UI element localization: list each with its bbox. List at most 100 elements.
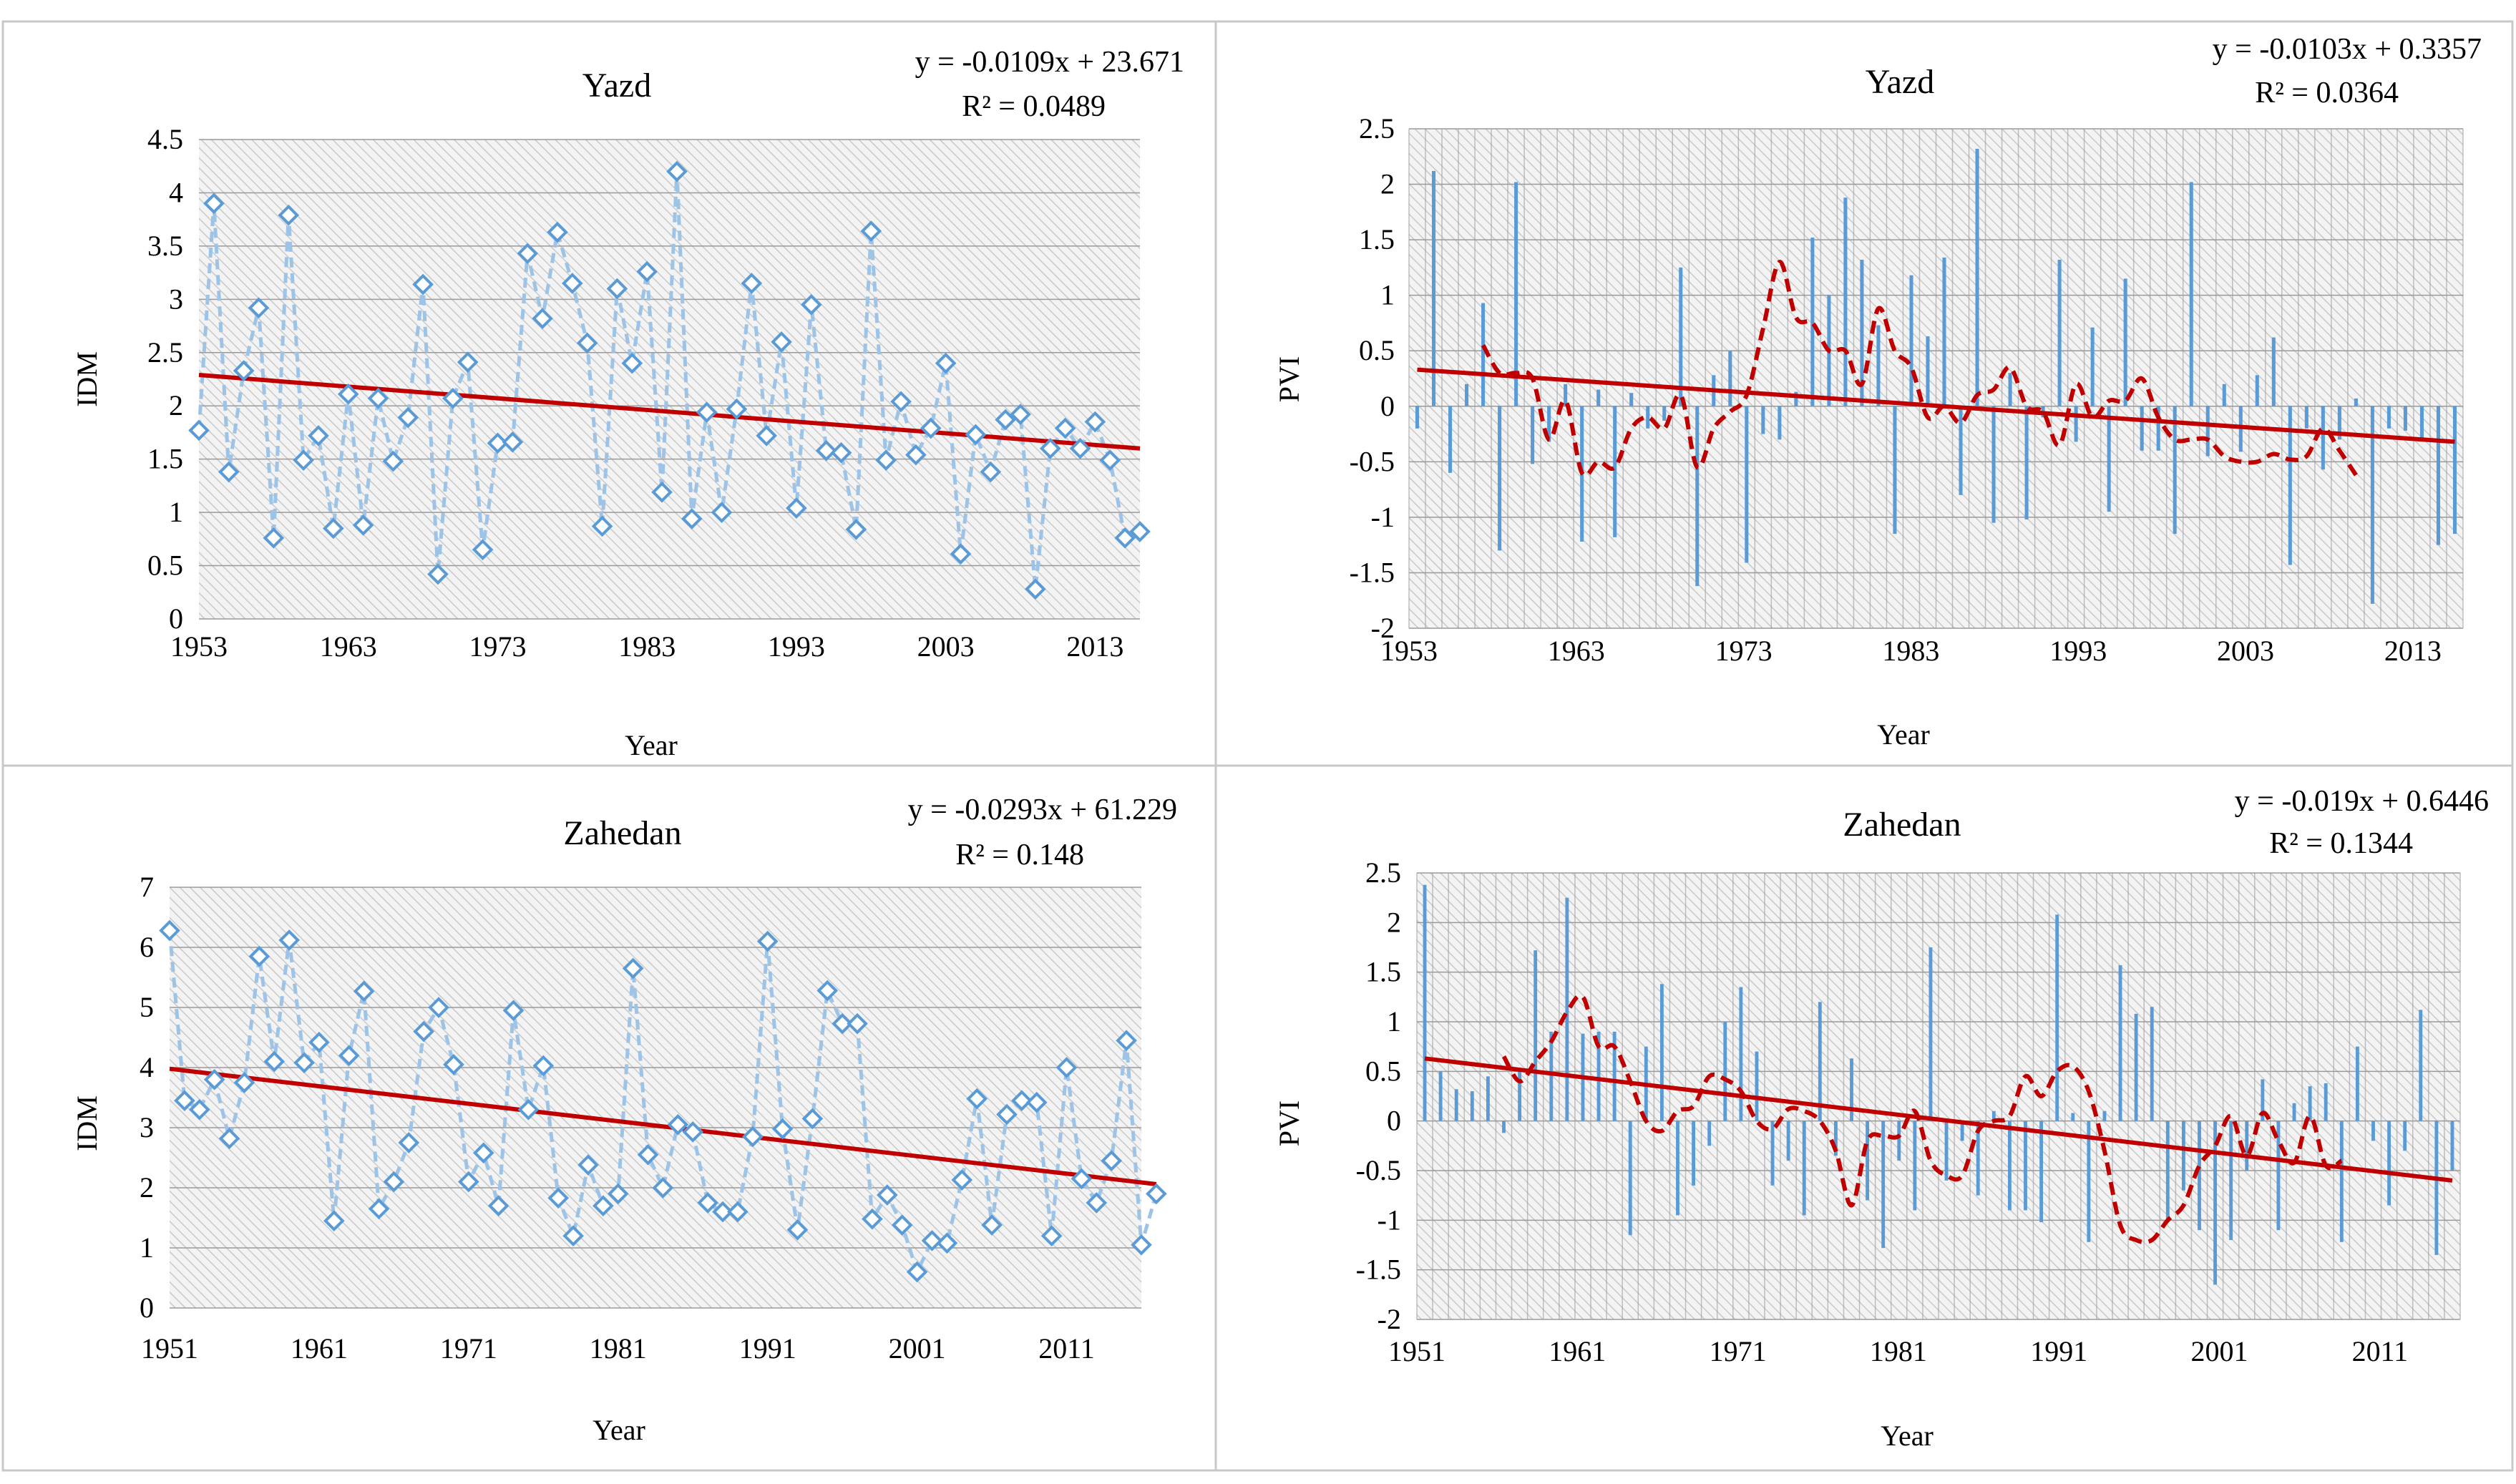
- x-tick-label: 1981: [1870, 1335, 1927, 1367]
- pvi-bar: [1975, 148, 1979, 406]
- y-tick-label: 2.5: [1359, 112, 1395, 145]
- idm-point: [368, 1198, 390, 1220]
- idm-point: [906, 1261, 928, 1283]
- y-tick-label: 6: [140, 931, 154, 963]
- pvi-bar: [1897, 1121, 1901, 1161]
- pvi-bar: [1926, 336, 1930, 406]
- idm-point: [233, 1072, 255, 1093]
- x-tick-label: 1991: [739, 1332, 796, 1365]
- moving-average-line: [1501, 993, 2343, 1245]
- idm-point: [1086, 1192, 1108, 1214]
- idm-point: [800, 293, 822, 316]
- trend-equation: y = -0.019x + 0.6446: [2235, 785, 2489, 818]
- pvi-bar: [1534, 950, 1538, 1121]
- plot-area: [170, 887, 1141, 1308]
- idm-point: [457, 351, 479, 374]
- x-tick-label: 2003: [917, 630, 975, 663]
- pvi-bar: [1628, 1121, 1632, 1236]
- chart-title: Zahedan: [563, 814, 681, 852]
- idm-point: [1025, 1091, 1048, 1113]
- trend-equation: y = -0.0109x + 23.671: [915, 46, 1184, 79]
- pvi-bar: [2189, 182, 2193, 406]
- chart-title: Zahedan: [1843, 806, 1961, 844]
- pvi-bar: [1866, 1121, 1870, 1201]
- series: [1417, 260, 2455, 478]
- y-tick-label: 3: [169, 283, 183, 315]
- pvi-bar: [1802, 1121, 1806, 1216]
- idm-point: [532, 1055, 555, 1077]
- y-tick-label: 0: [1380, 390, 1395, 422]
- pvi-bar: [2261, 1079, 2265, 1121]
- x-tick-label: 1953: [170, 630, 228, 663]
- idm-point: [667, 1113, 689, 1136]
- gridlines: [1408, 128, 2464, 629]
- pvi-bar: [2245, 1121, 2249, 1171]
- idm-point: [890, 391, 912, 413]
- pvi-bar: [2271, 337, 2276, 406]
- moving-average-line: [1481, 260, 2358, 478]
- pvi-bar: [2434, 1121, 2439, 1255]
- plot-area: [199, 140, 1140, 619]
- idm-point: [980, 461, 1002, 483]
- idm-point: [547, 1187, 570, 1209]
- pvi-bar: [2450, 1121, 2454, 1171]
- y-tick-label: -1: [1378, 1204, 1401, 1236]
- pvi-bar: [1564, 384, 1568, 406]
- y-tick-label: 3: [140, 1111, 154, 1143]
- x-tick-label: 2011: [2352, 1335, 2409, 1367]
- idm-point: [741, 1126, 764, 1148]
- y-tick-label: -1: [1371, 501, 1395, 533]
- pvi-bar: [2339, 1121, 2344, 1242]
- pvi-bar: [1679, 267, 1683, 406]
- y-tick-label: -0.5: [1356, 1154, 1401, 1186]
- idm-point: [847, 1012, 868, 1035]
- idm-point: [935, 352, 957, 374]
- idm-point: [606, 278, 628, 300]
- idm-point: [786, 497, 807, 519]
- pvi-bar: [2288, 406, 2292, 565]
- zahedan-idm-chart: 0 1 2 3 4 5 6 7 1951 1961 1971 1981 1991 2001 2011 Zah…: [1, 764, 1217, 1472]
- idm-point: [622, 957, 644, 980]
- pvi-bar: [2436, 406, 2441, 545]
- y-tick-label: 2: [1387, 906, 1401, 938]
- idm-point: [323, 517, 344, 540]
- pvi-bar: [1893, 406, 1897, 534]
- pvi-bar: [2057, 260, 2062, 406]
- idm-point: [487, 1195, 509, 1217]
- x-tick-label: 1983: [1882, 635, 1939, 667]
- idm-point: [517, 1098, 540, 1121]
- idm-point: [382, 450, 404, 472]
- pvi-bar: [1502, 1121, 1506, 1133]
- y-axis-label: PVI: [1273, 356, 1305, 402]
- pvi-bar: [1423, 884, 1427, 1121]
- y-tick-label: 2.5: [147, 336, 183, 368]
- pvi-bar: [1909, 275, 1913, 406]
- y-tick-label: 2: [1380, 168, 1395, 200]
- x-tick-label: 1971: [1710, 1335, 1767, 1367]
- idm-point: [502, 431, 524, 453]
- x-tick-label: 1973: [469, 630, 526, 663]
- pvi-bar: [1547, 406, 1551, 442]
- x-tick-label: 1991: [2030, 1335, 2087, 1367]
- idm-point: [860, 220, 882, 242]
- x-tick-label: 1951: [141, 1332, 198, 1365]
- idm-point: [278, 204, 300, 226]
- idm-point: [458, 1171, 479, 1193]
- idm-point: [771, 1118, 794, 1140]
- y-tick-label: 1: [1387, 1005, 1401, 1038]
- idm-point: [517, 243, 539, 265]
- pvi-bar: [1596, 1031, 1601, 1121]
- pvi-bar: [1531, 406, 1535, 464]
- idm-point: [593, 1195, 614, 1217]
- pvi-bar: [2156, 406, 2160, 451]
- idm-point: [443, 1053, 464, 1075]
- pvi-bar: [1695, 406, 1700, 587]
- pvi-bar: [2371, 1121, 2375, 1141]
- idm-point: [815, 439, 837, 462]
- pvi-bar: [1833, 1121, 1838, 1156]
- chart-frame: [1214, 764, 2514, 1472]
- idm-point: [174, 1090, 195, 1112]
- y-tick-label: 0.5: [1365, 1055, 1401, 1087]
- pvi-bar: [2181, 1121, 2185, 1191]
- idm-point: [786, 1219, 809, 1241]
